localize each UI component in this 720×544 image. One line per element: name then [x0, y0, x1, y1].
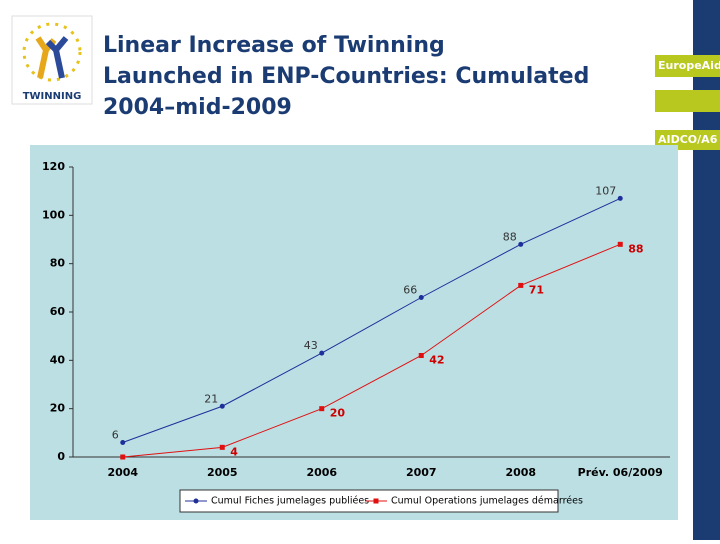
logo-frame — [11, 15, 93, 105]
data-label: 43 — [304, 339, 318, 352]
chart-title: Linear Increase of Twinning Launched in E… — [103, 33, 589, 120]
point — [518, 282, 524, 288]
y-tick-label: 40 — [50, 353, 66, 366]
point — [319, 350, 325, 356]
y-tick-label: 100 — [42, 208, 65, 221]
side-bar — [693, 0, 720, 540]
logo-stars — [22, 22, 82, 82]
point — [219, 444, 225, 450]
data-label: 71 — [529, 283, 544, 296]
legend-marker — [193, 498, 199, 504]
point — [120, 440, 126, 445]
side-box — [655, 55, 720, 77]
point — [617, 241, 623, 247]
data-label: 88 — [628, 242, 643, 255]
data-label: 88 — [503, 230, 517, 243]
point — [518, 241, 524, 247]
legend-label: Cumul Fiches jumelages publiées — [211, 496, 369, 507]
data-label: 42 — [429, 354, 444, 367]
legend-marker — [373, 498, 379, 504]
point — [319, 406, 325, 412]
x-tick-label: 2007 — [406, 466, 437, 479]
logo-text: TWINNING — [23, 91, 82, 102]
point — [219, 403, 225, 409]
y-tick-label: 60 — [50, 305, 66, 318]
y-tick-label: 20 — [50, 402, 66, 415]
x-tick-label: 2008 — [505, 466, 536, 479]
point — [617, 195, 623, 201]
series-line — [122, 243, 621, 458]
data-label: 66 — [403, 284, 417, 297]
side-box — [655, 90, 720, 112]
point — [418, 295, 424, 300]
legend-label: Cumul Operations jumelages démarrées — [391, 496, 583, 507]
data-label: 4 — [230, 445, 238, 458]
y-tick-label: 0 — [57, 450, 65, 463]
y-tick-label: 120 — [42, 160, 65, 173]
data-label: 21 — [204, 392, 218, 405]
point — [120, 454, 126, 460]
point — [418, 353, 424, 358]
x-tick-label: 2005 — [207, 466, 238, 479]
x-tick-label: 2006 — [306, 466, 337, 479]
data-label: 20 — [330, 407, 346, 420]
series-line — [122, 197, 621, 443]
data-label: 6 — [112, 429, 119, 442]
side-label: AIDCO/A6 — [658, 133, 718, 146]
x-tick-label: Prév. 06/2009 — [578, 466, 663, 479]
logo: TWINNING — [11, 15, 93, 105]
x-tick-label: 2004 — [107, 466, 138, 479]
side-label: EuropeAid — [658, 59, 720, 72]
data-label: 107 — [595, 184, 616, 197]
logo-figure — [45, 36, 69, 79]
chart-area — [30, 145, 678, 520]
y-tick-label: 80 — [50, 257, 66, 270]
